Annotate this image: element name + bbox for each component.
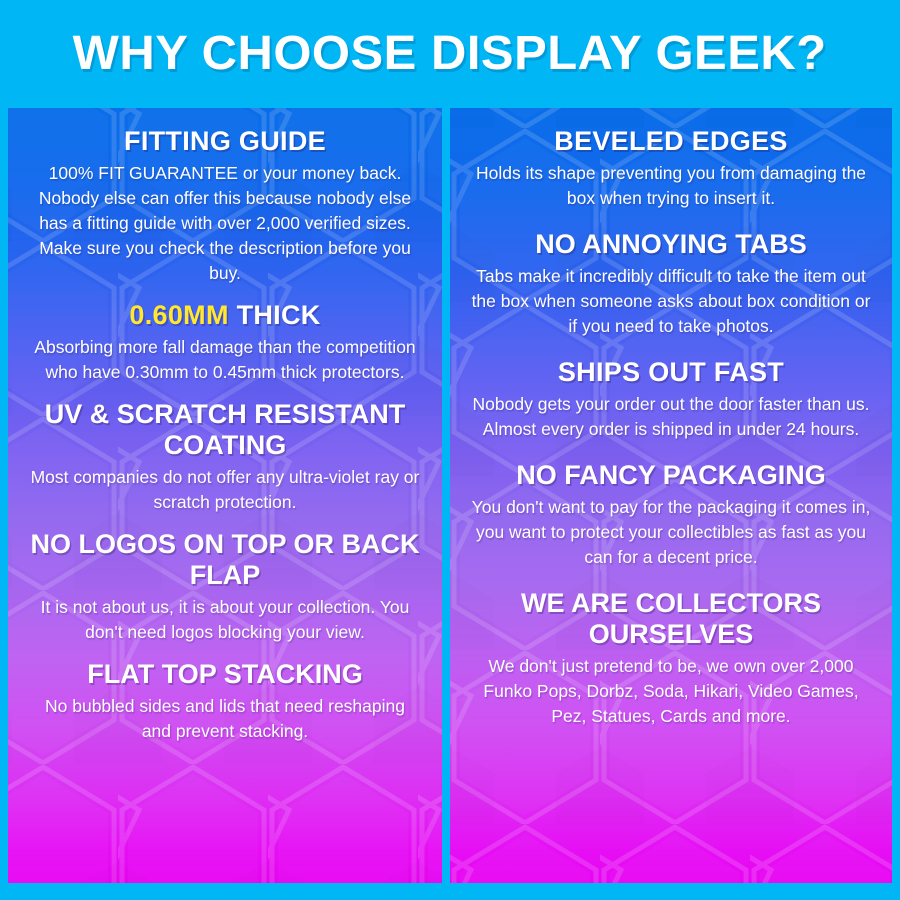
feature-body: 100% FIT GUARANTEE or your money back. N… <box>38 163 412 283</box>
feature-panel-left: FITTING GUIDE 100% FIT GUARANTEE or your… <box>8 108 442 883</box>
feature-title: WE ARE COLLECTORS OURSELVES <box>520 588 821 649</box>
feature-body: Tabs make it incredibly difficult to tak… <box>471 266 871 336</box>
feature-title: 0.60MM THICK <box>22 300 428 331</box>
feature-block: 0.60MM THICK Absorbing more fall damage … <box>22 300 428 385</box>
feature-block: BEVELED EDGES Holds its shape preventing… <box>464 126 878 211</box>
feature-block: WE ARE COLLECTORS OURSELVES We don't jus… <box>464 588 878 729</box>
feature-block: FITTING GUIDE 100% FIT GUARANTEE or your… <box>22 126 428 286</box>
feature-panel-right: BEVELED EDGES Holds its shape preventing… <box>450 108 892 883</box>
feature-block: UV & SCRATCH RESISTANT COATING Most comp… <box>22 399 428 515</box>
feature-title-rest: THICK <box>228 300 321 330</box>
feature-title: NO ANNOYING TABS <box>535 229 807 259</box>
feature-body: You don't want to pay for the packaging … <box>471 497 871 567</box>
feature-body: No bubbled sides and lids that need resh… <box>45 696 405 741</box>
feature-body: Absorbing more fall damage than the comp… <box>34 337 416 382</box>
feature-title: FITTING GUIDE <box>124 126 326 156</box>
feature-block: SHIPS OUT FAST Nobody gets your order ou… <box>464 357 878 442</box>
feature-title: BEVELED EDGES <box>554 126 788 156</box>
feature-body: Most companies do not offer any ultra-vi… <box>30 467 420 512</box>
feature-body: We don't just pretend to be, we own over… <box>483 656 859 726</box>
feature-block: NO FANCY PACKAGING You don't want to pay… <box>464 460 878 570</box>
feature-title: NO LOGOS ON TOP OR BACK FLAP <box>30 529 420 590</box>
feature-title-highlight: 0.60MM <box>129 300 229 330</box>
feature-title: UV & SCRATCH RESISTANT COATING <box>44 399 406 460</box>
feature-title: SHIPS OUT FAST <box>557 357 785 387</box>
feature-list-right: BEVELED EDGES Holds its shape preventing… <box>450 108 892 883</box>
feature-body: It is not about us, it is about your col… <box>40 597 410 642</box>
feature-block: NO ANNOYING TABS Tabs make it incredibly… <box>464 229 878 339</box>
feature-list-left: FITTING GUIDE 100% FIT GUARANTEE or your… <box>8 108 442 883</box>
feature-body: Holds its shape preventing you from dama… <box>475 163 867 208</box>
feature-title: FLAT TOP STACKING <box>87 659 363 689</box>
header-banner: WHY CHOOSE DISPLAY GEEK? <box>0 0 900 108</box>
feature-title: NO FANCY PACKAGING <box>516 460 826 490</box>
feature-body: Nobody gets your order out the door fast… <box>472 394 870 439</box>
feature-block: FLAT TOP STACKING No bubbled sides and l… <box>22 659 428 744</box>
page-title: WHY CHOOSE DISPLAY GEEK? <box>72 27 828 80</box>
feature-block: NO LOGOS ON TOP OR BACK FLAP It is not a… <box>22 529 428 645</box>
